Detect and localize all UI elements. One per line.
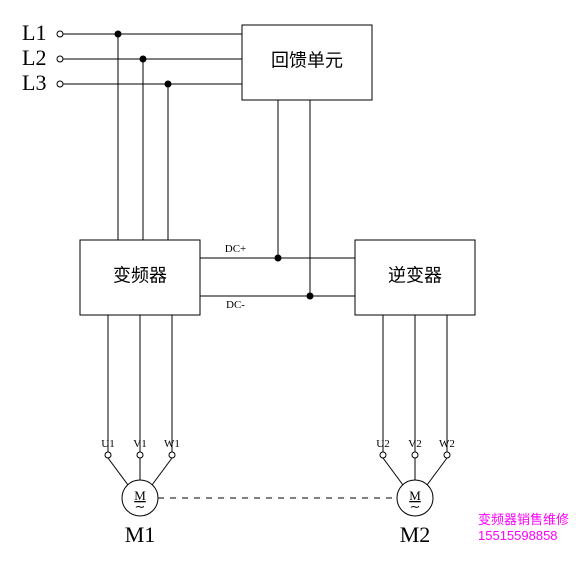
phase-label-l3: L3 — [22, 70, 46, 95]
dc-minus-label: DC- — [226, 299, 245, 311]
m1-terminal-u: U1 — [101, 438, 114, 450]
feedback-unit-label: 回馈单元 — [271, 51, 343, 71]
m2-terminal-w: W2 — [439, 438, 455, 450]
m2-terminal-u: U2 — [376, 438, 389, 450]
phase-label-l2: L2 — [22, 45, 46, 70]
inverter1-label: 变频器 — [113, 266, 167, 286]
motor2-label: M2 — [400, 522, 431, 547]
m2-terminal-v: V2 — [408, 438, 421, 450]
dc-plus-label: DC+ — [225, 243, 246, 255]
watermark-line1: 变频器销售维修 — [478, 512, 569, 527]
m1-terminal-w: W1 — [164, 438, 180, 450]
motor1-label: M1 — [125, 522, 156, 547]
motor1-ac: ∼ — [135, 499, 146, 514]
phase-label-l1: L1 — [22, 20, 46, 45]
inverter2-label: 逆变器 — [388, 266, 442, 286]
watermark-line2: 15515598858 — [478, 528, 558, 543]
m1-terminal-v: V1 — [133, 438, 146, 450]
motor2-ac: ∼ — [410, 499, 421, 514]
